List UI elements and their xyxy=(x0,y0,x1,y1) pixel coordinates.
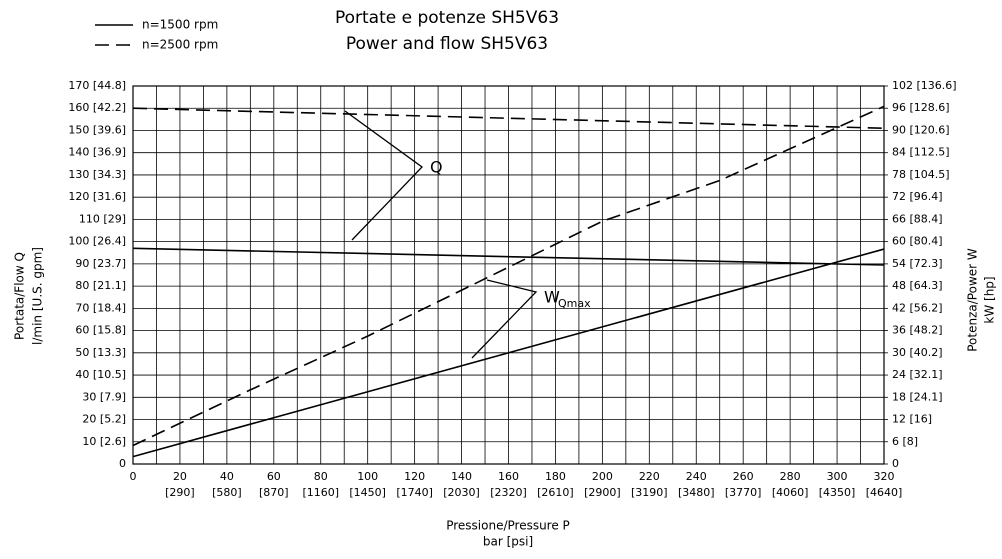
y-tick-label: 150 [39.6] xyxy=(68,123,126,136)
legend-label: n=1500 rpm xyxy=(142,18,218,32)
x-axis-label: bar [psi] xyxy=(483,535,533,549)
y-axis-label: Portata/Flow Q xyxy=(13,252,27,340)
y-tick-label: 130 [34.3] xyxy=(68,168,126,181)
y-tick-label: 140 [36.9] xyxy=(68,146,126,159)
x-tick-label-psi: [290] xyxy=(165,486,195,499)
y-tick-label: 70 [18.4] xyxy=(75,301,126,314)
chart-title: Power and flow SH5V63 xyxy=(346,34,548,54)
y-tick-label: 30 [7.9] xyxy=(82,390,126,403)
annotation-sub: Qmax xyxy=(558,297,591,310)
x-tick-label: 240 xyxy=(686,470,707,483)
q-leader xyxy=(344,110,423,241)
x-tick-label-psi: [3480] xyxy=(678,486,715,499)
x-axis-label: Pressione/Pressure P xyxy=(446,519,570,533)
y-tick-label: 20 [5.2] xyxy=(82,413,126,426)
x-tick-label: 80 xyxy=(314,470,328,483)
x-tick-label: 140 xyxy=(451,470,472,483)
y2-tick-label: 6 [8] xyxy=(892,435,918,448)
y2-tick-label: 96 [128.6] xyxy=(892,101,950,114)
series-line xyxy=(132,247,885,266)
y-tick-label: 110 [29] xyxy=(79,212,126,225)
x-tick-label-psi: [4640] xyxy=(866,486,903,499)
y2-tick-label: 18 [24.1] xyxy=(892,390,943,403)
x-tick-label: 280 xyxy=(780,470,801,483)
x-tick-label-psi: [4350] xyxy=(819,486,856,499)
annotation: Q xyxy=(430,158,443,177)
x-tick-label: 0 xyxy=(130,470,137,483)
x-tick-label: 40 xyxy=(220,470,234,483)
x-tick-label-psi: [580] xyxy=(212,486,242,499)
y2-tick-label: 48 [64.3] xyxy=(892,279,943,292)
x-tick-label-psi: [3770] xyxy=(725,486,762,499)
x-tick-label-psi: [1450] xyxy=(349,486,386,499)
y2-tick-label: 60 [80.4] xyxy=(892,235,943,248)
legend-label: n=2500 rpm xyxy=(142,38,218,52)
y-tick-label: 90 [23.7] xyxy=(75,257,126,270)
y-tick-label: 160 [42.2] xyxy=(68,101,126,114)
x-tick-label-psi: [2900] xyxy=(584,486,621,499)
y2-axis-label: kW [hp] xyxy=(983,276,997,323)
y2-tick-label: 84 [112.5] xyxy=(892,146,950,159)
y2-tick-label: 90 [120.6] xyxy=(892,123,950,136)
y2-tick-label: 24 [32.1] xyxy=(892,368,943,381)
x-tick-label-psi: [1740] xyxy=(396,486,433,499)
y2-tick-label: 78 [104.5] xyxy=(892,168,950,181)
y2-axis-label: Potenza/Power W xyxy=(966,248,980,352)
x-tick-label: 200 xyxy=(592,470,613,483)
y-tick-label: 50 [13.3] xyxy=(75,346,126,359)
y-axis-label: l/min [U.S. gpm] xyxy=(31,247,45,345)
x-tick-label-psi: [2030] xyxy=(443,486,480,499)
x-tick-label: 160 xyxy=(498,470,519,483)
y-tick-label: 60 [15.8] xyxy=(75,324,126,337)
w-leader xyxy=(471,279,538,359)
x-tick-label: 260 xyxy=(733,470,754,483)
y2-tick-label: 12 [16] xyxy=(892,413,932,426)
y-tick-label: 40 [10.5] xyxy=(75,368,126,381)
y2-tick-label: 72 [96.4] xyxy=(892,190,943,203)
x-tick-label: 120 xyxy=(404,470,425,483)
chart-title: Portate e potenze SH5V63 xyxy=(335,8,559,28)
x-tick-label-psi: [2610] xyxy=(537,486,574,499)
y2-tick-label: 36 [48.2] xyxy=(892,324,943,337)
y2-tick-label: 30 [40.2] xyxy=(892,346,943,359)
x-tick-label: 300 xyxy=(827,470,848,483)
y2-tick-label: 66 [88.4] xyxy=(892,212,943,225)
y2-tick-label: 54 [72.3] xyxy=(892,257,943,270)
y2-tick-label: 42 [56.2] xyxy=(892,301,943,314)
x-tick-label-psi: [1160] xyxy=(302,486,339,499)
y-tick-label: 170 [44.8] xyxy=(68,79,126,92)
x-tick-label-psi: [4060] xyxy=(772,486,809,499)
x-tick-label: 100 xyxy=(357,470,378,483)
x-tick-label: 320 xyxy=(874,470,895,483)
y-tick-label: 10 [2.6] xyxy=(82,435,126,448)
y-tick-label: 100 [26.4] xyxy=(68,235,126,248)
x-tick-label: 20 xyxy=(173,470,187,483)
x-tick-label-psi: [2320] xyxy=(490,486,527,499)
y2-tick-label: 102 [136.6] xyxy=(892,79,957,92)
y-tick-label: 0 xyxy=(119,457,126,470)
annotation-leaders xyxy=(344,110,538,359)
x-tick-label-psi: [3190] xyxy=(631,486,668,499)
series-line xyxy=(132,105,885,447)
x-tick-label: 180 xyxy=(545,470,566,483)
x-tick-label: 220 xyxy=(639,470,660,483)
annotation: W xyxy=(544,288,560,307)
y2-tick-label: 0 xyxy=(892,457,899,470)
series-line xyxy=(132,248,885,458)
y-tick-label: 120 [31.6] xyxy=(68,190,126,203)
x-tick-label: 60 xyxy=(267,470,281,483)
x-tick-label-psi: [870] xyxy=(259,486,289,499)
y-tick-label: 80 [21.1] xyxy=(75,279,126,292)
